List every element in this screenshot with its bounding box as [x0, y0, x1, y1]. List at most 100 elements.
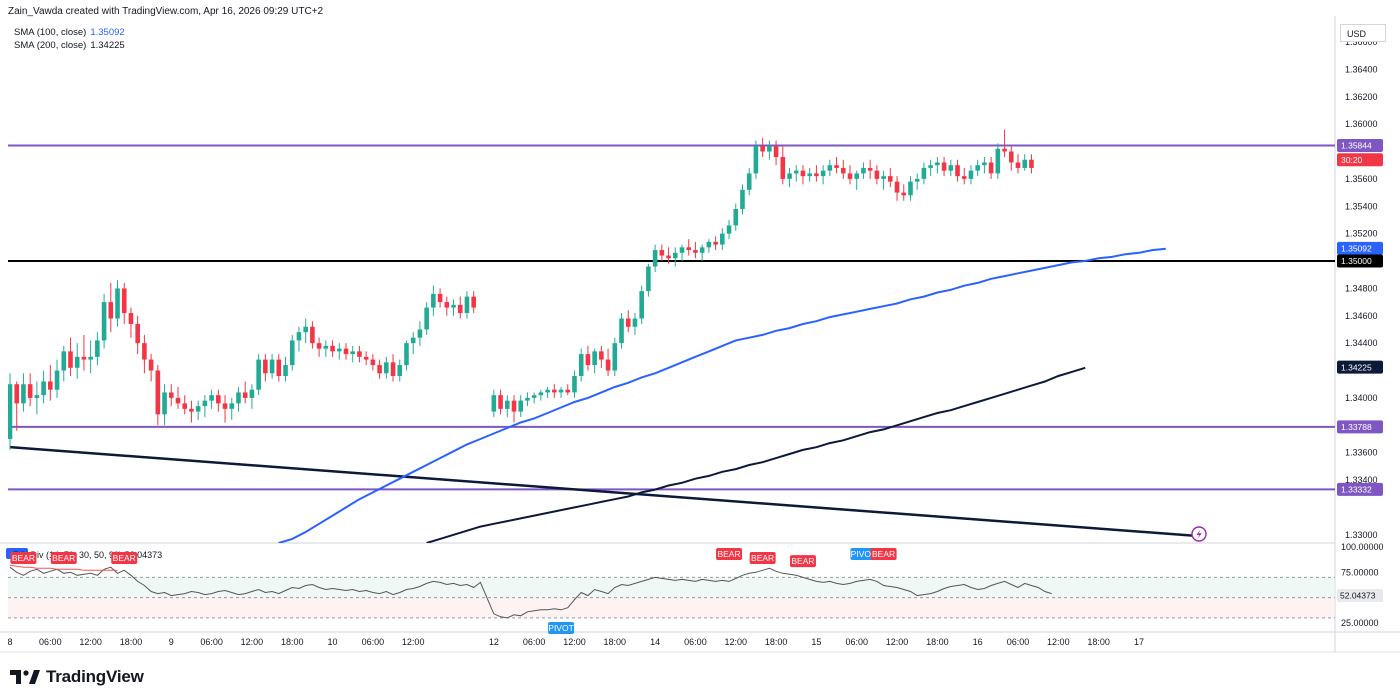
- candle-body[interactable]: [115, 288, 120, 319]
- candle-body[interactable]: [357, 351, 362, 357]
- candle-body[interactable]: [135, 323, 140, 344]
- candle-body[interactable]: [34, 395, 40, 398]
- candle-body[interactable]: [330, 345, 335, 352]
- candle-body[interactable]: [558, 389, 564, 393]
- candle-body[interactable]: [498, 395, 503, 409]
- rsi-line[interactable]: [9, 566, 1052, 619]
- candle-body[interactable]: [457, 304, 463, 314]
- candle-body[interactable]: [894, 181, 900, 193]
- candle-body[interactable]: [599, 351, 604, 360]
- candle-body[interactable]: [148, 359, 154, 371]
- candle-body[interactable]: [625, 318, 631, 327]
- candle-body[interactable]: [672, 252, 678, 259]
- candle-body[interactable]: [760, 146, 765, 152]
- candle-body[interactable]: [767, 146, 772, 152]
- candle-body[interactable]: [861, 167, 866, 174]
- candle-body[interactable]: [61, 351, 67, 371]
- candle-body[interactable]: [941, 162, 947, 171]
- candle-body[interactable]: [310, 326, 315, 344]
- candle-body[interactable]: [827, 165, 833, 171]
- candle-body[interactable]: [121, 288, 127, 314]
- candle-body[interactable]: [390, 362, 396, 377]
- candle-body[interactable]: [820, 170, 826, 177]
- candle-body[interactable]: [242, 392, 248, 398]
- candle-body[interactable]: [968, 170, 974, 179]
- candle-body[interactable]: [21, 384, 26, 404]
- candle-body[interactable]: [928, 165, 933, 168]
- candle-body[interactable]: [397, 365, 403, 377]
- candle-body[interactable]: [336, 348, 342, 352]
- candle-body[interactable]: [881, 176, 886, 179]
- candle-body[interactable]: [793, 170, 799, 174]
- sma200-line[interactable]: [426, 366, 1086, 543]
- candle-body[interactable]: [921, 167, 927, 179]
- candle-body[interactable]: [216, 395, 221, 404]
- candle-body[interactable]: [410, 337, 416, 344]
- candle-body[interactable]: [1008, 151, 1014, 163]
- candle-body[interactable]: [350, 351, 356, 355]
- candle-body[interactable]: [81, 356, 87, 360]
- candle-body[interactable]: [404, 343, 409, 366]
- candle-body[interactable]: [1002, 148, 1007, 152]
- candle-body[interactable]: [343, 348, 349, 355]
- candle-body[interactable]: [592, 351, 597, 366]
- candle-body[interactable]: [283, 365, 288, 377]
- candle-body[interactable]: [538, 392, 544, 396]
- candle-body[interactable]: [108, 302, 114, 319]
- candle-body[interactable]: [935, 162, 940, 166]
- candle-body[interactable]: [961, 176, 967, 179]
- candle-body[interactable]: [236, 392, 241, 404]
- rsi-signal-badge[interactable]: [548, 621, 575, 634]
- candle-body[interactable]: [659, 250, 665, 256]
- candle-body[interactable]: [982, 162, 987, 166]
- candle-body[interactable]: [733, 209, 739, 226]
- candle-body[interactable]: [699, 247, 705, 253]
- candle-body[interactable]: [222, 403, 228, 409]
- candle-body[interactable]: [632, 318, 638, 327]
- candle-body[interactable]: [27, 384, 33, 398]
- candle-body[interactable]: [525, 397, 530, 401]
- candle-body[interactable]: [263, 359, 268, 374]
- candle-body[interactable]: [787, 173, 792, 179]
- candle-body[interactable]: [914, 178, 920, 182]
- candle-body[interactable]: [269, 359, 275, 374]
- rsi-signal-badge[interactable]: [50, 552, 77, 565]
- candle-body[interactable]: [740, 189, 745, 210]
- candle-body[interactable]: [276, 359, 282, 377]
- candle-body[interactable]: [652, 250, 658, 267]
- candle-body[interactable]: [511, 400, 517, 412]
- candle-body[interactable]: [249, 389, 255, 398]
- candle-body[interactable]: [901, 192, 907, 196]
- candle-body[interactable]: [437, 293, 443, 303]
- candle-body[interactable]: [720, 233, 725, 245]
- rsi-signal-badge[interactable]: [10, 552, 37, 565]
- candle-body[interactable]: [1022, 159, 1028, 168]
- candle-body[interactable]: [874, 170, 880, 179]
- candle-body[interactable]: [666, 255, 671, 259]
- candle-body[interactable]: [518, 400, 524, 412]
- candle-body[interactable]: [572, 376, 577, 393]
- candle-body[interactable]: [189, 408, 194, 412]
- candle-body[interactable]: [1029, 159, 1034, 168]
- candle-body[interactable]: [679, 247, 685, 253]
- candle-body[interactable]: [612, 343, 618, 371]
- rsi-signal-badge[interactable]: [850, 548, 877, 560]
- candle-body[interactable]: [639, 291, 644, 319]
- rsi-signal-badge[interactable]: [749, 552, 776, 565]
- candle-body[interactable]: [155, 370, 161, 415]
- candle-body[interactable]: [303, 326, 308, 333]
- candle-body[interactable]: [256, 359, 261, 390]
- candle-body[interactable]: [746, 173, 752, 190]
- candle-body[interactable]: [451, 304, 456, 308]
- candle-body[interactable]: [370, 359, 376, 366]
- candle-body[interactable]: [646, 266, 651, 292]
- candle-body[interactable]: [605, 359, 611, 371]
- candle-body[interactable]: [988, 162, 994, 174]
- candle-body[interactable]: [807, 173, 812, 177]
- candle-body[interactable]: [552, 389, 557, 393]
- rsi-signal-badge[interactable]: [870, 548, 897, 560]
- candle-body[interactable]: [168, 392, 174, 398]
- candle-body[interactable]: [128, 313, 134, 324]
- candle-body[interactable]: [531, 395, 537, 398]
